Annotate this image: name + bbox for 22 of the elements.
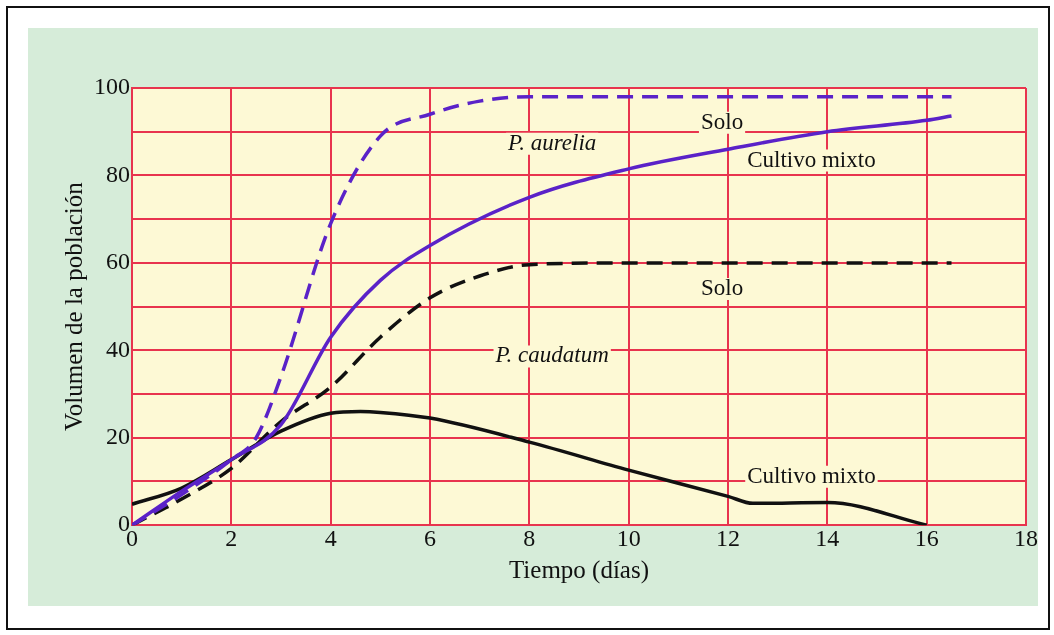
x-tick-label: 8 (523, 524, 536, 551)
x-tick-label: 6 (424, 524, 436, 551)
y-tick-label: 80 (106, 160, 130, 187)
y-axis-title: Volumen de la población (59, 181, 87, 431)
series-label: Solo (700, 274, 744, 300)
y-tick-label: 60 (106, 248, 130, 275)
x-tick-label: 10 (616, 524, 641, 551)
x-tick-label: 16 (914, 524, 939, 551)
annotation: P. aurelia (507, 129, 597, 155)
x-tick-label: 14 (815, 524, 840, 551)
x-tick-label: 4 (324, 524, 337, 551)
y-tick-label: 40 (106, 335, 130, 362)
series-label: Cultivo mixto (747, 462, 876, 488)
x-axis-title: Tiempo (días) (508, 555, 650, 584)
x-tick-label: 12 (716, 524, 740, 551)
annotation: P. caudatum (494, 342, 609, 368)
series-label: Cultivo mixto (747, 146, 876, 172)
y-tick-label: 20 (106, 423, 130, 450)
x-tick-label: 2 (225, 524, 238, 551)
series-label: Solo (700, 108, 744, 134)
x-tick-label: 18 (1014, 524, 1038, 551)
y-tick-label: 100 (94, 73, 130, 100)
